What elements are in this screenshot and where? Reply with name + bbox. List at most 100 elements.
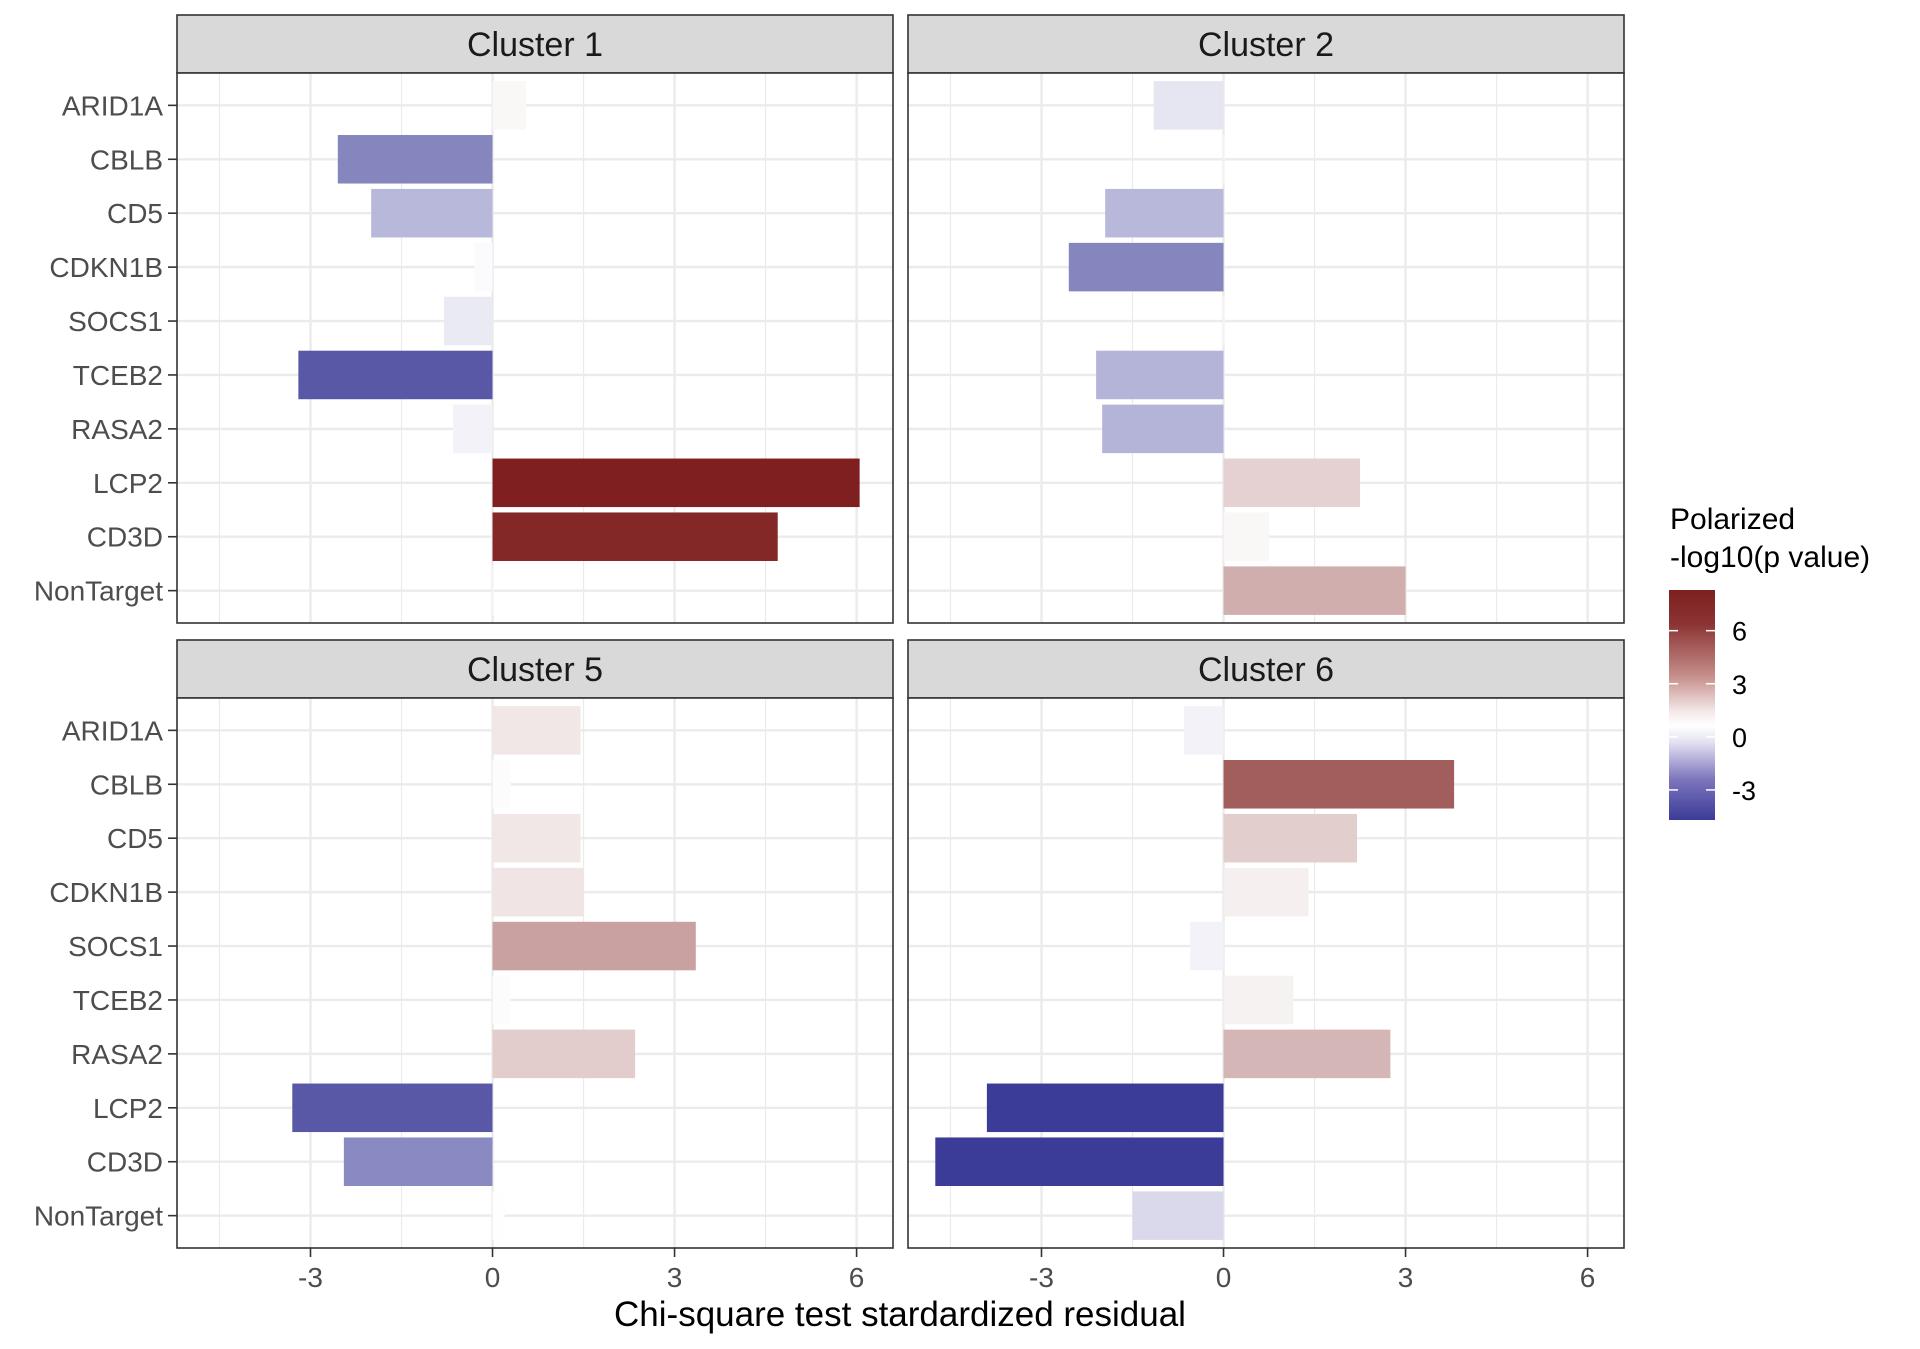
panel-cluster-1: Cluster 1	[176, 14, 894, 624]
y-tick-label: ARID1A	[62, 715, 163, 746]
bar-rasa2	[1223, 1029, 1391, 1079]
x-tick-label: -3	[298, 1262, 323, 1293]
bar-arid1a	[492, 81, 526, 130]
plot-area	[908, 698, 1624, 1248]
x-tick-label: -3	[1029, 1262, 1054, 1293]
y-tick-label: LCP2	[93, 1093, 163, 1124]
y-tick-label: LCP2	[93, 468, 163, 499]
bar-socs1	[443, 296, 493, 346]
legend-tick-label: 3	[1732, 670, 1747, 700]
y-tick-label: NonTarget	[34, 1201, 163, 1232]
y-tick-label: CD3D	[87, 1147, 163, 1178]
bar-nontarget	[1223, 566, 1406, 615]
y-tick-label: CDKN1B	[49, 877, 163, 908]
bar-cd3d	[343, 1137, 493, 1186]
y-tick-label: CBLB	[90, 769, 163, 800]
y-tick-label: SOCS1	[68, 306, 163, 337]
bar-arid1a	[1184, 706, 1224, 755]
legend-title-line2: -log10(p value)	[1670, 541, 1870, 574]
bar-tceb2	[1096, 350, 1224, 400]
y-tick-label: CBLB	[90, 144, 163, 175]
x-tick-label: 3	[1398, 1262, 1414, 1293]
strip-title: Cluster 6	[1198, 651, 1334, 689]
y-axis-bottom: ARID1A CBLB CD5 CDKN1B SOCS1 TCEB2 RASA2 LCP2 CD…	[34, 715, 177, 1232]
strip-title: Cluster 5	[467, 651, 603, 689]
x-tick-label: 6	[1580, 1262, 1596, 1293]
bar-socs1	[492, 921, 696, 971]
bar-cblb	[337, 135, 493, 184]
bar-cd5	[492, 813, 581, 863]
strip-background	[176, 639, 894, 699]
bar-socs1	[1223, 296, 1225, 346]
panel-border	[176, 697, 894, 1249]
panel-background	[177, 698, 893, 1248]
strip-background	[907, 14, 1625, 74]
bar-tceb2	[1223, 975, 1294, 1025]
bar-cd5	[1223, 813, 1358, 863]
bar-lcp2	[986, 1083, 1224, 1133]
legend-colorbar	[1669, 590, 1715, 820]
panel-cluster-2: Cluster 2	[907, 14, 1625, 624]
bar-cdkn1b	[1223, 867, 1309, 917]
y-tick-label: ARID1A	[62, 90, 163, 121]
bar-arid1a	[492, 706, 581, 755]
bar-cd3d	[1223, 512, 1270, 561]
bar-socs1	[1190, 921, 1224, 971]
bar-rasa2	[1102, 404, 1224, 454]
bar-cdkn1b	[474, 242, 493, 292]
plot-area	[908, 73, 1624, 623]
legend: Polarized -log10(p value) 6 3 0 -3	[1669, 503, 1870, 820]
x-tick-label: 0	[485, 1262, 501, 1293]
bar-cd5	[1105, 188, 1224, 238]
panel-border	[907, 72, 1625, 624]
y-tick-label: RASA2	[71, 1039, 163, 1070]
strip-background	[907, 639, 1625, 699]
y-tick-label: RASA2	[71, 414, 163, 445]
bar-cblb	[1223, 135, 1225, 184]
x-axis-right: -3 0 3 6	[1029, 1248, 1595, 1293]
bar-tceb2	[298, 350, 493, 400]
bar-nontarget	[1132, 1191, 1224, 1240]
x-axis-left: -3 0 3 6	[298, 1248, 864, 1293]
y-tick-label: SOCS1	[68, 931, 163, 962]
legend-tick-label: -3	[1732, 776, 1756, 806]
bar-cd5	[371, 188, 493, 238]
y-tick-label: TCEB2	[73, 985, 163, 1016]
bar-cd3d	[492, 512, 778, 561]
bar-lcp2	[1223, 458, 1361, 508]
x-axis-title: Chi-square test stardardized residual	[614, 1295, 1186, 1334]
strip-background	[176, 14, 894, 74]
bar-arid1a	[1153, 81, 1224, 130]
legend-ticks: 6 3 0 -3	[1669, 617, 1756, 806]
y-tick-label: CD5	[107, 823, 163, 854]
y-tick-label: CD5	[107, 198, 163, 229]
bar-nontarget	[492, 1191, 505, 1240]
plot-area	[177, 698, 893, 1248]
bar-cdkn1b	[492, 867, 584, 917]
y-tick-label: CD3D	[87, 522, 163, 553]
legend-tick-label: 0	[1732, 723, 1747, 753]
bar-cdkn1b	[1068, 242, 1224, 292]
x-tick-label: 0	[1216, 1262, 1232, 1293]
legend-tick-label: 6	[1732, 617, 1747, 647]
bar-nontarget	[492, 566, 494, 615]
bar-lcp2	[292, 1083, 493, 1133]
x-tick-label: 3	[667, 1262, 683, 1293]
bar-lcp2	[492, 458, 860, 508]
bar-rasa2	[453, 404, 493, 454]
bar-cblb	[1223, 760, 1455, 809]
bar-tceb2	[492, 975, 511, 1025]
y-axis-top: ARID1A CBLB CD5 CDKN1B SOCS1 TCEB2 RASA2 LCP2 CD…	[34, 90, 177, 607]
y-tick-label: CDKN1B	[49, 252, 163, 283]
x-tick-label: 6	[849, 1262, 865, 1293]
y-tick-label: TCEB2	[73, 360, 163, 391]
panel-border	[907, 697, 1625, 1249]
panel-cluster-6: Cluster 6	[907, 639, 1625, 1249]
bar-cblb	[492, 760, 511, 809]
bar-cd3d	[935, 1137, 1224, 1186]
panel-border	[176, 72, 894, 624]
bar-rasa2	[492, 1029, 636, 1079]
panel-cluster-5: Cluster 5	[176, 639, 894, 1249]
